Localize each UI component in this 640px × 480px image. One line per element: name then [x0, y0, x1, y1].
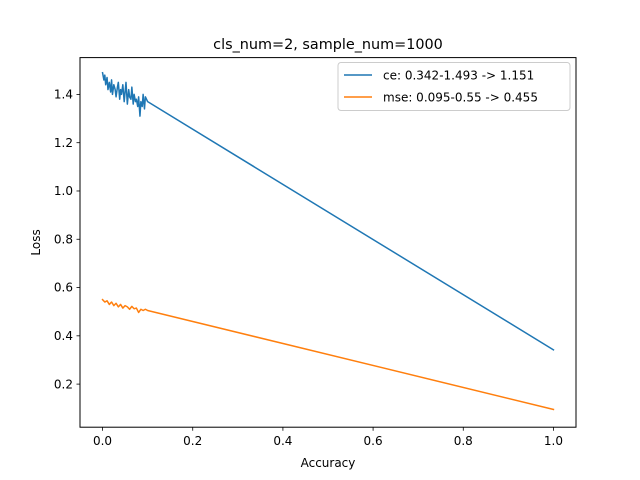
plot-frame: [79, 57, 577, 428]
y-tick-label: 0.2: [54, 377, 73, 391]
y-tick-label: 0.4: [54, 329, 73, 343]
legend-mse-label: mse: 0.095-0.55 -> 0.455: [383, 91, 538, 105]
ce-series-line: [101, 71, 555, 351]
x-tick-label: 0.2: [183, 434, 202, 448]
x-axis-ticks: 0.0 0.2 0.4 0.6 0.8 1.0: [93, 427, 563, 448]
y-tick-label: 1.0: [54, 184, 73, 198]
chart-title: cls_num=2, sample_num=1000: [213, 37, 443, 53]
y-tick-label: 0.8: [54, 232, 73, 246]
y-tick-label: 1.2: [54, 136, 73, 150]
x-tick-label: 0.6: [364, 434, 383, 448]
y-tick-label: 0.6: [54, 281, 73, 295]
mse-series-line: [101, 298, 555, 411]
legend-box: [337, 62, 571, 111]
y-tick-label: 1.4: [54, 88, 73, 102]
legend: ce: 0.342-1.493 -> 1.151 mse: 0.095-0.55…: [337, 62, 571, 111]
x-tick-label: 0.0: [93, 434, 112, 448]
plot-series: [101, 71, 555, 411]
x-tick-label: 1.0: [544, 434, 563, 448]
legend-ce-label: ce: 0.342-1.493 -> 1.151: [383, 69, 534, 83]
x-tick-label: 0.8: [454, 434, 473, 448]
x-axis-label: Accuracy: [301, 456, 356, 470]
y-axis-ticks: 0.2 0.4 0.6 0.8 1.0 1.2 1.4: [54, 88, 80, 391]
x-tick-label: 0.4: [273, 434, 292, 448]
y-axis-label: Loss: [29, 229, 43, 255]
